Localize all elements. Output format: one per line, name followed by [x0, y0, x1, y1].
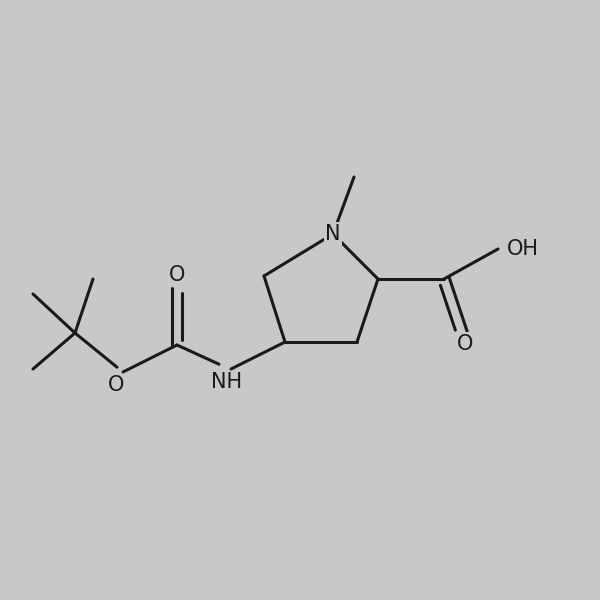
Text: O: O [457, 334, 473, 354]
Text: N: N [325, 224, 341, 244]
Text: O: O [169, 265, 185, 285]
Text: NH: NH [211, 372, 242, 392]
Text: O: O [107, 375, 124, 395]
Text: OH: OH [507, 239, 539, 259]
